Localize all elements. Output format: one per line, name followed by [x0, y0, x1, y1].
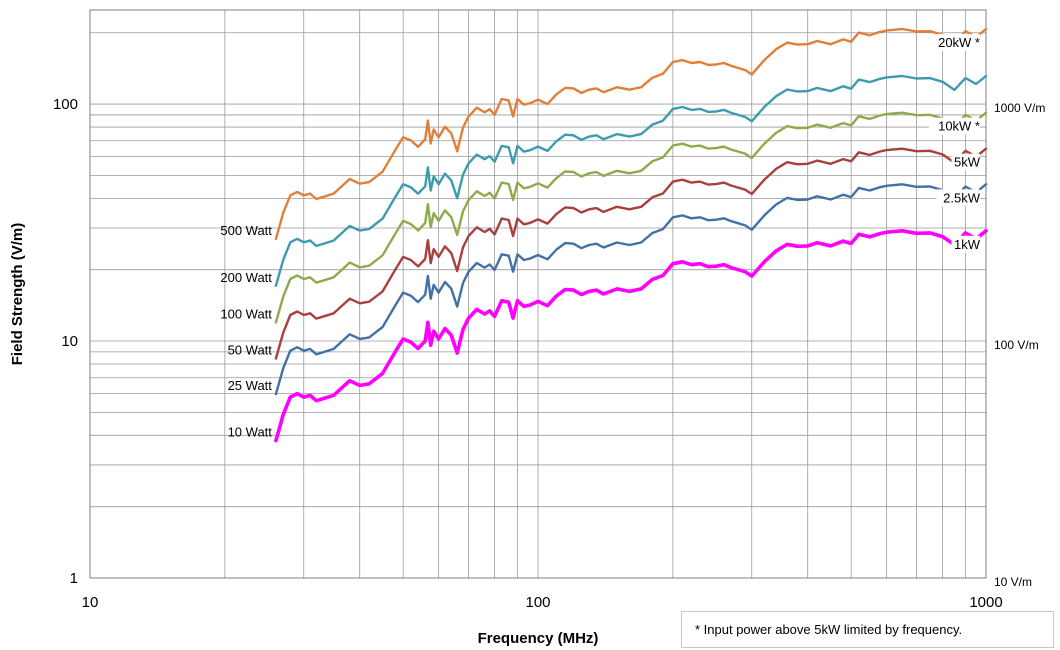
x-tick-label: 10 [82, 594, 99, 611]
series-end-label-bg [929, 117, 980, 135]
y-tick-label: 1 [70, 570, 78, 587]
series-line [274, 229, 988, 443]
right-axis-label: 10 V/m [994, 575, 1032, 589]
x-axis-title: Frequency (MHz) [478, 630, 599, 647]
y-tick-label: 10 [61, 333, 78, 350]
series-end-label: 20kW * [938, 35, 980, 50]
footnote-text: * Input power above 5kW limited by frequ… [695, 622, 963, 637]
series-lines [274, 27, 988, 443]
series-end-label-bg [951, 153, 980, 171]
series-labels: 500 Watt 20kW * 200 Watt 100 Watt 10kW * 50 W… [220, 34, 981, 440]
series-line [274, 27, 988, 241]
series-end-label: 10kW * [938, 119, 980, 134]
series-end-label-bg [929, 34, 980, 52]
series-start-label: 50 Watt [228, 343, 273, 358]
series-start-label: 200 Watt [220, 270, 272, 285]
series-start-label: 25 Watt [228, 378, 273, 393]
x-tick-label: 1000 [969, 594, 1002, 611]
x-tick-label: 100 [525, 594, 550, 611]
series-end-label: 1kW [954, 237, 981, 252]
series-start-label: 10 Watt [228, 425, 273, 440]
series-end-label-bg [951, 235, 980, 253]
series-line [274, 74, 988, 287]
y-axis-title: Field Strength (V/m) [9, 223, 26, 366]
footnote-box: * Input power above 5kW limited by frequ… [681, 611, 1054, 648]
series-end-label: 2.5kW [943, 190, 981, 205]
plot-area [89, 9, 987, 579]
series-line [274, 111, 988, 324]
series-start-label: 100 Watt [220, 307, 272, 322]
right-axis-labels: 1000 V/m 100 V/m 10 V/m [994, 101, 1045, 589]
right-axis-label: 100 V/m [994, 338, 1039, 352]
series-line [274, 183, 988, 396]
series-end-label-bg [936, 189, 980, 207]
series-end-label: 5kW [954, 155, 981, 170]
y-tick-label: 100 [53, 96, 78, 113]
right-axis-label: 1000 V/m [994, 101, 1045, 115]
grid [90, 10, 986, 578]
series-start-label: 500 Watt [220, 223, 272, 238]
series-line [274, 147, 988, 360]
